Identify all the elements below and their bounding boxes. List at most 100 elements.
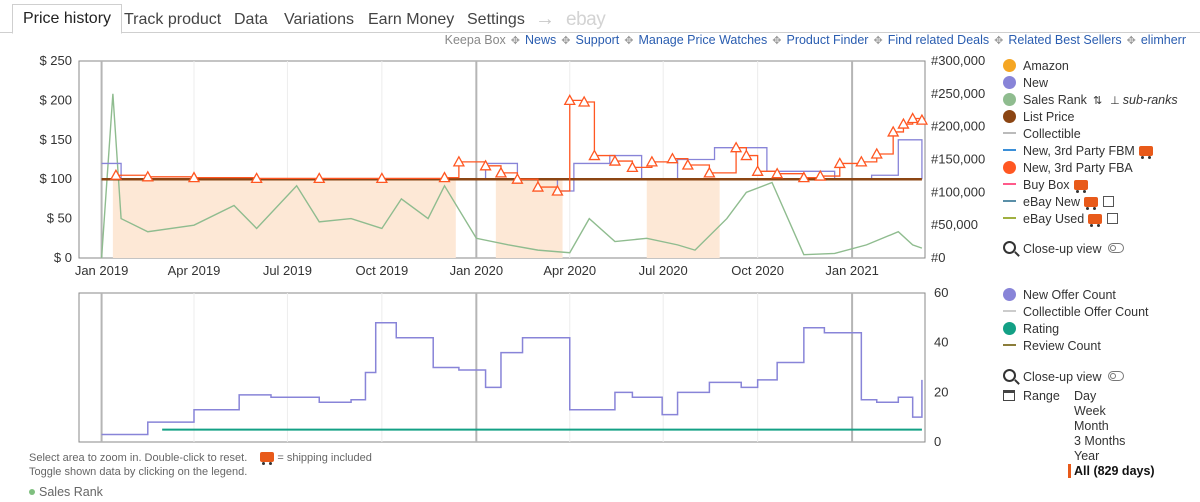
external-link-icon[interactable] <box>1102 196 1114 207</box>
date-axis-tick-label: Jul 2019 <box>263 263 312 278</box>
legend-new-3rd-party-fbm[interactable]: New, 3rd Party FBM <box>1003 143 1153 160</box>
collectible-line-icon <box>1003 132 1016 134</box>
legend-collectible[interactable]: Collectible <box>1003 126 1081 143</box>
range-3-months[interactable]: 3 Months <box>1074 434 1126 448</box>
truck-icon[interactable] <box>1083 197 1098 210</box>
legend-ebay-used[interactable]: eBay Used <box>1003 211 1119 228</box>
fba-price-marker <box>870 147 883 159</box>
date-axis-tick-label: Jan 2021 <box>825 263 879 278</box>
legend-label: eBay Used <box>1023 212 1085 226</box>
tab-settings[interactable]: Settings <box>467 11 525 28</box>
legend-ebay-new[interactable]: eBay New <box>1003 194 1114 211</box>
hierarchy-icon[interactable]: ⊥ <box>1110 95 1120 107</box>
support-link[interactable]: Support <box>575 33 620 47</box>
price-axis-tick-label: $ 250 <box>39 53 72 68</box>
toggle-switch-icon[interactable] <box>1107 371 1124 381</box>
keepa-box-link[interactable]: Keepa Box <box>444 33 506 47</box>
legend-label: Buy Box <box>1023 178 1070 192</box>
range-selector: Range Day Week Month 3 Months Year All (… <box>1003 389 1193 484</box>
rank-axis-tick-label: #0 <box>931 250 945 265</box>
price-series-layer <box>100 93 929 259</box>
tab-variations[interactable]: Variations <box>284 11 354 28</box>
range-all[interactable]: All (829 days) <box>1068 464 1155 478</box>
fba-price-marker <box>375 172 388 184</box>
fbm-line-icon <box>1003 149 1016 151</box>
ebay-used-line-icon <box>1003 217 1016 219</box>
range-year[interactable]: Year <box>1074 449 1100 463</box>
sales-rank-dot-icon <box>1003 93 1016 106</box>
product-finder-link[interactable]: Product Finder <box>786 33 869 47</box>
sales-rank-footer-legend[interactable]: Sales Rank <box>29 485 103 499</box>
separator-icon: ✥ <box>624 35 634 47</box>
separator-icon: ✥ <box>994 35 1004 47</box>
offer-count-chart[interactable]: 0 20 40 60 <box>78 285 948 449</box>
tab-track-product[interactable]: Track product <box>124 11 222 28</box>
manage-price-watches-link[interactable]: Manage Price Watches <box>638 33 768 47</box>
magnifier-icon <box>1003 241 1016 254</box>
find-related-deals-link[interactable]: Find related Deals <box>887 33 990 47</box>
legend-new-offer-count[interactable]: New Offer Count <box>1003 287 1116 304</box>
fba-price-marker <box>551 184 564 196</box>
fba-price-marker <box>141 170 154 182</box>
legend-rating[interactable]: Rating <box>1003 321 1059 338</box>
legend-buy-box[interactable]: Buy Box <box>1003 177 1088 194</box>
fba-price-marker <box>313 172 326 184</box>
legend-amazon[interactable]: Amazon <box>1003 58 1069 75</box>
fba-price-marker <box>681 158 694 170</box>
date-axis-tick-label: Oct 2020 <box>731 263 784 278</box>
date-axis-tick-label: Apr 2020 <box>543 263 596 278</box>
truck-icon <box>260 452 275 465</box>
range-label: Range <box>1023 389 1060 403</box>
toggle-switch-icon[interactable] <box>1107 243 1124 253</box>
truck-icon[interactable] <box>1073 180 1088 193</box>
price-chart[interactable]: $ 0 $ 50 $ 100 $ 150 $ 200 $ 250 #0 #50,000 #100… <box>39 53 985 278</box>
news-link[interactable]: News <box>525 33 557 47</box>
range-month[interactable]: Month <box>1074 419 1109 433</box>
legend-collectible-offer-count[interactable]: Collectible Offer Count <box>1003 304 1149 321</box>
fba-price-marker <box>250 172 263 184</box>
price-axis-tick-label: $ 200 <box>39 92 72 107</box>
fba-price-marker <box>833 157 846 169</box>
truck-icon[interactable] <box>1088 214 1103 227</box>
date-axis-tick-label: Oct 2019 <box>355 263 408 278</box>
date-axis-tick-label: Jan 2020 <box>450 263 504 278</box>
separator-icon: ✥ <box>1126 35 1136 47</box>
fba-price-marker <box>479 159 492 171</box>
offer-axis-tick-label: 60 <box>934 285 948 300</box>
legend-review-count[interactable]: Review Count <box>1003 338 1101 355</box>
range-week[interactable]: Week <box>1074 404 1106 418</box>
fba-price-marker <box>740 149 753 161</box>
rating-dot-icon <box>1003 322 1016 335</box>
sub-ranks-link[interactable]: sub-ranks <box>1122 93 1178 107</box>
legend-label: Review Count <box>1023 339 1101 353</box>
separator-icon: ✥ <box>510 35 521 47</box>
date-axis-tick-label: Jul 2020 <box>639 263 688 278</box>
tab-ebay[interactable]: ebay <box>566 9 606 30</box>
legend-label: New, 3rd Party FBM <box>1023 144 1135 158</box>
fba-price-marker <box>666 152 679 164</box>
tab-arrow-icon: → <box>535 8 555 30</box>
tab-data[interactable]: Data <box>234 11 268 28</box>
user-account-link[interactable]: elimherr <box>1140 33 1186 47</box>
legend-new-3rd-party-fba[interactable]: New, 3rd Party FBA <box>1003 160 1133 177</box>
legend-list-price[interactable]: List Price <box>1003 109 1074 126</box>
closeup-label: Close-up view <box>1023 370 1102 384</box>
offer-chart-axes: 0 20 40 60 <box>934 285 948 449</box>
related-best-sellers-link[interactable]: Related Best Sellers <box>1008 33 1122 47</box>
bottom-closeup-toggle[interactable]: Close-up view <box>1003 369 1124 384</box>
legend-new[interactable]: New <box>1003 75 1048 92</box>
sort-icon[interactable]: ⇅ <box>1092 95 1103 107</box>
tab-earn-money[interactable]: Earn Money <box>368 11 455 28</box>
legend-sales-rank[interactable]: Sales Rank ⇅ ⊥ sub-ranks <box>1003 92 1178 109</box>
external-link-icon[interactable] <box>1107 213 1119 224</box>
fba-price-marker <box>897 117 910 129</box>
truck-icon[interactable] <box>1138 146 1153 159</box>
separator-icon: ✥ <box>561 35 571 47</box>
range-day[interactable]: Day <box>1074 389 1097 403</box>
offer-series-layer <box>101 322 923 436</box>
magnifier-icon <box>1003 369 1016 382</box>
date-axis-tick-label: Apr 2019 <box>168 263 221 278</box>
tab-price-history[interactable]: Price history <box>12 4 123 34</box>
top-closeup-toggle[interactable]: Close-up view <box>1003 241 1124 256</box>
